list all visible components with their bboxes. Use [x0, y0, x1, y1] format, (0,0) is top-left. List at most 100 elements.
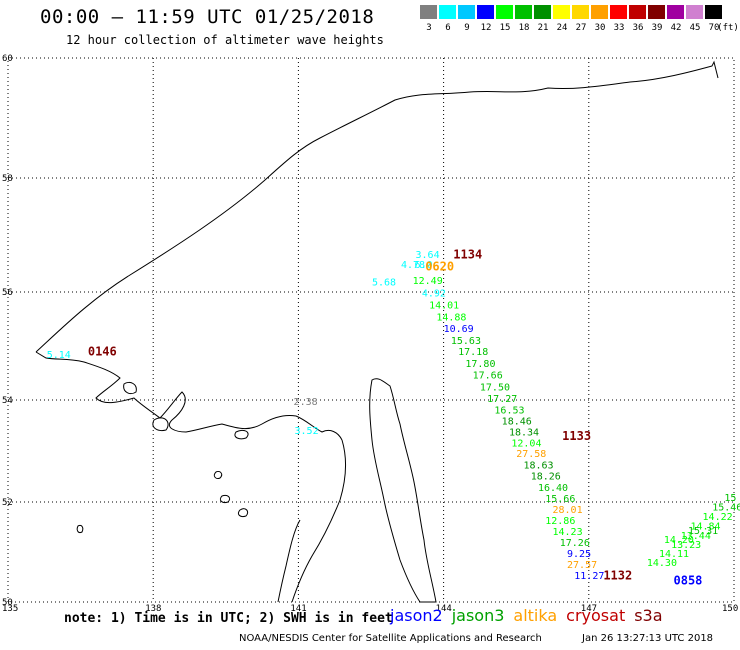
scale-unit: (ft) — [717, 23, 739, 33]
coastline-west — [35, 351, 343, 441]
longitude-label: 150 — [722, 604, 738, 614]
wave-height-value: 15.66 — [545, 494, 575, 505]
scale-tick-label: 6 — [445, 23, 451, 33]
scale-tick-label: 12 — [480, 23, 492, 33]
wave-height-value: 9.25 — [567, 549, 591, 560]
wave-height-value: 16.53 — [494, 405, 524, 416]
wave-height-value: 17.18 — [458, 347, 488, 358]
scale-tick-label: 70 — [708, 23, 720, 33]
latitude-label: 50 — [2, 598, 13, 608]
wave-height-value: 18.34 — [509, 428, 539, 439]
wave-height-value: 12.04 — [511, 438, 541, 449]
scale-tick-label: 18 — [518, 23, 530, 33]
wave-height-value: 14.22 — [703, 512, 733, 523]
island-shantar-1 — [123, 381, 137, 395]
island-small-4 — [213, 471, 223, 479]
lat-lon-grid — [7, 57, 735, 603]
latitude-label: 52 — [2, 498, 13, 508]
scale-swatch — [553, 5, 570, 19]
scale-tick-label: 27 — [575, 23, 587, 33]
wave-height-value: 14.84 — [690, 522, 720, 533]
scale-swatch — [439, 5, 456, 19]
wave-height-value: 14.88 — [436, 313, 466, 324]
wave-height-value: 15.46 — [712, 503, 740, 514]
wave-height-value: 4.92 — [422, 288, 446, 299]
scale-tick-label: 42 — [670, 23, 682, 33]
scale-swatch — [534, 5, 551, 19]
island-shantar-3 — [234, 429, 249, 440]
units-note: note: 1) Time is in UTC; 2) SWH is in fe… — [64, 611, 393, 626]
map-title: 00:00 – 11:59 UTC 01/25/2018 — [40, 6, 375, 28]
credit-line: NOAA/NESDIS Center for Satellite Applica… — [239, 633, 542, 644]
wave-height-value: 2.38 — [294, 397, 318, 408]
scale-swatch — [610, 5, 627, 19]
longitude-label: 144 — [436, 604, 452, 614]
longitude-label: 147 — [581, 604, 597, 614]
coastline-sakhalin — [369, 378, 437, 603]
island-small-2 — [237, 508, 249, 517]
legend-satellite-jason3: jason3 — [451, 606, 505, 625]
pass-time-label: 1132 — [603, 569, 632, 583]
wave-height-value: 3.52 — [295, 426, 319, 437]
scale-tick-label: 24 — [556, 23, 568, 33]
scale-tick-label: 3 — [426, 23, 432, 33]
wave-height-value: 18.46 — [502, 416, 532, 427]
wave-height-value: 10.69 — [444, 324, 474, 335]
longitude-label: 135 — [2, 604, 18, 614]
wave-height-value: 18.26 — [531, 472, 561, 483]
wave-height-value: 13.23 — [671, 540, 701, 551]
coastline-north — [35, 60, 719, 353]
island-shantar-2 — [152, 417, 169, 431]
wave-height-value: 14.20 — [664, 535, 694, 546]
wave-height-value: 14.01 — [429, 301, 459, 312]
pass-time-label: 0620 — [425, 259, 454, 273]
wave-height-value: 27.58 — [516, 449, 546, 460]
scale-swatch — [515, 5, 532, 19]
wave-height-value: 18.63 — [523, 460, 553, 471]
latitude-label: 58 — [2, 174, 13, 184]
map-frame — [7, 57, 735, 603]
scale-tick-label: 15 — [499, 23, 511, 33]
legend-satellite-s3a: s3a — [634, 606, 663, 625]
latitude-labels: 60 58 56 54 52 50 — [2, 54, 13, 608]
wave-height-value: 28.01 — [553, 505, 583, 516]
wave-height-value: 12.49 — [413, 276, 443, 287]
scale-swatch — [648, 5, 665, 19]
pass-time-label: 0146 — [88, 345, 117, 359]
scale-swatch — [420, 5, 437, 19]
wave-height-value: 14.11 — [659, 549, 689, 560]
wave-height-observations: 3.644.786.012.495.684.9214.0114.8810.691… — [47, 250, 740, 582]
scale-tick-label: 9 — [464, 23, 470, 33]
scale-tick-label: 33 — [613, 23, 625, 33]
wave-height-value: 5.14 — [47, 350, 71, 361]
wave-height-value: 15.31 — [688, 526, 718, 537]
pass-time-label: 1134 — [453, 247, 482, 261]
legend-satellite-cryosat: cryosat — [566, 606, 626, 625]
wave-height-value: 17.80 — [465, 359, 495, 370]
map-subtitle: 12 hour collection of altimeter wave hei… — [66, 33, 384, 47]
legend-satellite-altika: altika — [513, 606, 558, 625]
scale-tick-label: 21 — [537, 23, 549, 33]
scale-swatch — [629, 5, 646, 19]
pass-time-label: 0858 — [674, 574, 703, 588]
wave-height-value: 17.27 — [487, 394, 517, 405]
wave-height-value: 14.23 — [553, 527, 583, 538]
scale-tick-label: 39 — [651, 23, 663, 33]
coastline-mainland-lower — [277, 519, 301, 603]
longitude-label: 138 — [145, 604, 161, 614]
generation-timestamp: Jan 26 13:27:13 UTC 2018 — [582, 633, 714, 644]
wave-height-value: 11.27 — [574, 571, 604, 582]
island-small-1 — [219, 495, 231, 503]
wave-height-value: 5.68 — [372, 278, 396, 289]
pass-time-label: 1133 — [562, 429, 591, 443]
wave-height-value: 17.26 — [560, 538, 590, 549]
wave-height-value: 15 — [724, 493, 736, 504]
scale-swatch — [705, 5, 722, 19]
wave-height-value: 4.78 — [401, 260, 425, 271]
wave-height-value: 16.40 — [538, 483, 568, 494]
longitude-label: 141 — [290, 604, 306, 614]
scale-swatch — [572, 5, 589, 19]
coastline-mainland-south — [291, 439, 347, 603]
wave-height-value: 12.86 — [545, 516, 575, 527]
